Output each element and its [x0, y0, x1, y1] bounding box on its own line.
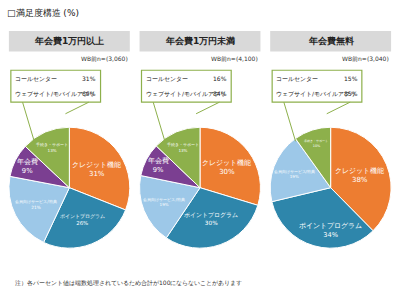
- svg-text:ポイントプログラム26%: ポイントプログラム26%: [60, 213, 105, 226]
- svg-text:クレジット機能38%: クレジット機能38%: [335, 167, 384, 184]
- svg-text:ウェブサイト/モバイルアプリ: ウェブサイト/モバイルアプリ: [146, 90, 226, 97]
- svg-text:コールセンター: コールセンター: [15, 75, 57, 82]
- svg-text:会員向けサービス/特典19%: 会員向けサービス/特典19%: [274, 169, 315, 179]
- svg-text:会員向けサービス/特典21%: 会員向けサービス/特典21%: [15, 199, 56, 210]
- svg-text:手続き・サポート13%: 手続き・サポート13%: [36, 142, 68, 152]
- svg-text:クレジット機能30%: クレジット機能30%: [202, 159, 251, 176]
- svg-text:ウェブサイト/モバイルアプリ: ウェブサイト/モバイルアプリ: [15, 90, 95, 97]
- svg-text:15%: 15%: [344, 75, 358, 82]
- svg-text:ポイントプログラム34%: ポイントプログラム34%: [299, 222, 362, 239]
- svg-text:手続き・サポート13%: 手続き・サポート13%: [167, 142, 199, 152]
- svg-text:手続き・サポート10%: 手続き・サポート10%: [304, 139, 328, 147]
- svg-text:コールセンター: コールセンター: [276, 75, 318, 82]
- svg-text:年会費9%: 年会費9%: [148, 157, 169, 174]
- svg-text:会員向けサービス/特典19%: 会員向けサービス/特典19%: [143, 197, 184, 207]
- svg-text:□満足度構造 (%): □満足度構造 (%): [7, 8, 79, 18]
- svg-text:84%: 84%: [213, 90, 227, 97]
- svg-text:年会費1万円未満: 年会費1万円未満: [165, 36, 235, 46]
- svg-text:85%: 85%: [344, 90, 358, 97]
- svg-text:コールセンター: コールセンター: [146, 75, 188, 82]
- svg-text:WB前n=(4,100): WB前n=(4,100): [211, 55, 258, 62]
- svg-text:年会費9%: 年会費9%: [17, 158, 38, 175]
- svg-text:年会費1万円以上: 年会費1万円以上: [34, 36, 104, 46]
- svg-text:69%: 69%: [82, 90, 96, 97]
- svg-text:WB前n=(3,040): WB前n=(3,040): [342, 55, 389, 62]
- svg-text:クレジット機能31%: クレジット機能31%: [72, 161, 121, 178]
- svg-text:年会費無料: 年会費無料: [308, 36, 354, 46]
- svg-text:31%: 31%: [82, 75, 96, 82]
- svg-text:注）各パーセント値は端数処理されているため合計が100になら: 注）各パーセント値は端数処理されているため合計が100にならないことがあります: [15, 279, 242, 287]
- svg-text:ウェブサイト/モバイルアプリ: ウェブサイト/モバイルアプリ: [276, 90, 356, 97]
- svg-text:WB前n=(3,060): WB前n=(3,060): [81, 55, 128, 62]
- svg-text:ポイントプログラム30%: ポイントプログラム30%: [184, 211, 238, 226]
- svg-text:16%: 16%: [213, 75, 227, 82]
